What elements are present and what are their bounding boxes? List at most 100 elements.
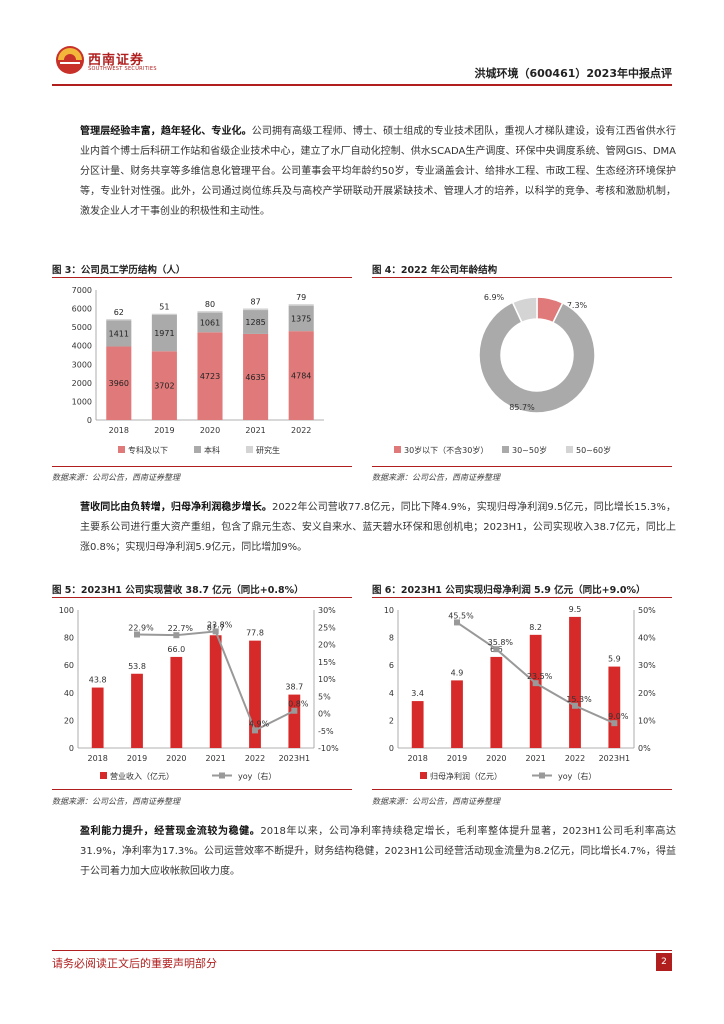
fig6-y2-tick-4: 40% [638, 634, 656, 643]
fig5-yoy-marker-2 [173, 632, 180, 639]
fig6-bar-label-0: 3.4 [411, 689, 424, 698]
fig3-legend-swatch-1 [194, 446, 201, 453]
fig6-y-tick-1: 2 [389, 716, 394, 725]
fig3-data-label-s2-2: 80 [205, 300, 215, 309]
fig5-bar-label-5: 38.7 [285, 683, 303, 692]
fig6-yoy-label-1: 45.5% [448, 611, 474, 620]
fig3-x-tick-3: 2021 [245, 426, 265, 435]
fig3-bar-s1-0 [106, 320, 132, 347]
fig3-rule-top [52, 277, 352, 278]
fig3-y-tick-6: 6000 [72, 305, 92, 314]
fig5-chart: 0 20 40 60 80 100 -10% -5% 0% 5% 10% 15% 20% 25% 30% 20… [59, 606, 339, 781]
fig5-y2-tick-4: 10% [318, 675, 336, 684]
fig5-yoy-label-2: 22.7% [168, 624, 194, 633]
fig5-bar-2 [170, 656, 183, 748]
fig6-yoy-marker-1 [454, 619, 460, 626]
fig3-y-tick-7: 7000 [72, 286, 92, 295]
fig6-legend-swatch-0 [420, 772, 427, 779]
fig6-bar-label-3: 8.2 [529, 623, 542, 632]
fig6-legend-label-0: 归母净利润（亿元） [430, 771, 502, 781]
fig3-x-tick-0: 2018 [109, 426, 129, 435]
fig5-legend-swatch-1 [219, 772, 225, 779]
fig5-y-tick-1: 20 [64, 716, 74, 725]
fig5-y2-tick-3: 5% [318, 692, 331, 701]
fig6-bar-4 [569, 616, 581, 748]
fig3-y-tick-0: 0 [87, 416, 92, 425]
fig5-bar-label-3: 81.7 [207, 623, 225, 632]
fig6-rule-top [372, 597, 672, 598]
fig4-legend-label-2: 50~60岁 [576, 445, 611, 455]
fig6-bar-label-1: 4.9 [451, 668, 464, 677]
paragraph-revenue-lead: 营收同比由负转增，归母净利润稳步增长。 [80, 502, 272, 513]
fig5-yoy-marker-5 [291, 707, 298, 714]
fig4-slice-1 [478, 301, 596, 414]
fig6-x-tick-0: 2018 [407, 754, 427, 763]
fig5-y-tick-5: 100 [59, 606, 74, 615]
fig6-y2-tick-2: 20% [638, 689, 656, 698]
fig4-rule-top [372, 277, 672, 278]
report-title: 洪城环境（600461）2023年中报点评 [474, 67, 672, 80]
fig6-yoy-marker-2 [493, 646, 500, 653]
fig3-data-label-s1-0: 1411 [109, 329, 129, 338]
paragraph-revenue: 营收同比由负转增，归母净利润稳步增长。2022年公司营收77.8亿元，同比下降4… [80, 498, 676, 558]
fig3-bar-s0-1 [151, 351, 177, 420]
fig5-y-tick-0: 0 [69, 744, 74, 753]
fig5-x-tick-2: 2020 [166, 754, 186, 763]
fig5-bar-5 [288, 694, 301, 748]
paragraph-management-body: 公司拥有高级工程师、博士、硕士组成的专业技术团队，重视人才梯队建设，设有江西省供… [80, 126, 677, 217]
fig3-data-label-s0-1: 3702 [154, 382, 174, 391]
paragraph-profitability-body: 2018年以来，公司净利率持续稳定增长，毛利率整体提升显著，2023H1公司毛利… [80, 826, 676, 877]
fig3-data-label-s0-4: 4784 [291, 372, 311, 381]
fig3-bar-s0-4 [288, 331, 314, 420]
fig3-y-tick-3: 3000 [72, 360, 92, 369]
fig6-legend-label-1: yoy（右） [558, 771, 596, 781]
company-logo [56, 46, 84, 74]
fig5-yoy-marker-4 [252, 727, 258, 734]
fig6-y-tick-2: 4 [389, 689, 394, 698]
fig5-yoy-label-4: 4.9% [249, 719, 270, 728]
fig4-chart: 7.3% 85.7% 6.9% 30岁以下（不含30岁） 30~50岁 50~60岁 [394, 293, 611, 455]
fig6-chart: 0 2 4 6 8 10 0% 10% 20% 30% 40% 50% 2018 3.4 2019 4.9 20… [384, 605, 656, 781]
fig4-slice-2 [511, 296, 538, 324]
fig6-y-tick-5: 10 [384, 606, 394, 615]
fig3-data-label-s0-3: 4635 [245, 373, 265, 382]
fig6-bar-1 [451, 680, 463, 748]
fig5-y2-tick-7: 25% [318, 623, 336, 632]
fig5-x-tick-4: 2022 [245, 754, 265, 763]
header-divider [52, 84, 672, 86]
fig5-bar-label-1: 53.8 [128, 662, 146, 671]
fig5-yoy-label-3: 23.8% [207, 620, 233, 629]
fig3-data-label-s0-0: 3960 [109, 379, 129, 388]
fig5-bar-label-0: 43.8 [89, 676, 107, 685]
fig3-data-label-s1-4: 1375 [291, 314, 311, 323]
fig4-title: 图 4：2022 年公司年龄结构 [372, 265, 498, 276]
fig6-bar-2 [490, 656, 503, 748]
fig4-source: 数据来源：公司公告，西南证券整理 [372, 473, 500, 482]
fig3-legend-label-1: 本科 [204, 445, 220, 455]
fig6-y-tick-3: 6 [389, 661, 394, 670]
fig3-bar-s2-3 [243, 308, 269, 311]
fig6-yoy-label-3: 23.5% [527, 672, 553, 681]
fig6-y-tick-0: 0 [389, 744, 394, 753]
fig6-yoy-marker-4 [572, 702, 578, 709]
fig6-bar-3 [529, 634, 542, 748]
fig5-bar-label-4: 77.8 [246, 629, 264, 638]
fig5-y2-tick-2: 0% [318, 710, 331, 719]
fig6-bar-label-4: 9.5 [569, 605, 582, 614]
logo-name: 西南证券 [88, 53, 145, 68]
fig4-slice-label-2: 6.9% [484, 293, 505, 302]
fig6-yoy-label-4: 15.3% [566, 695, 592, 704]
fig6-yoy-marker-5 [611, 720, 618, 727]
fig5-y-tick-2: 40 [64, 689, 74, 698]
fig6-title: 图 6：2023H1 公司实现归母净利润 5.9 亿元（同比+9.0%） [372, 585, 646, 596]
fig3-data-label-s2-1: 51 [159, 303, 169, 312]
fig3-x-tick-4: 2022 [291, 426, 311, 435]
fig3-bar-s0-0 [106, 346, 132, 420]
fig3-legend-label-0: 专科及以下 [128, 445, 168, 455]
fig3-data-label-s2-0: 62 [114, 308, 124, 317]
fig3-y-tick-4: 4000 [72, 342, 92, 351]
fig6-y2-tick-5: 50% [638, 606, 656, 615]
fig6-yoy-marker-3 [532, 680, 539, 687]
footer-disclaimer: 请务必阅读正文后的重要声明部分 [52, 957, 217, 970]
fig3-data-label-s2-3: 87 [251, 297, 261, 306]
